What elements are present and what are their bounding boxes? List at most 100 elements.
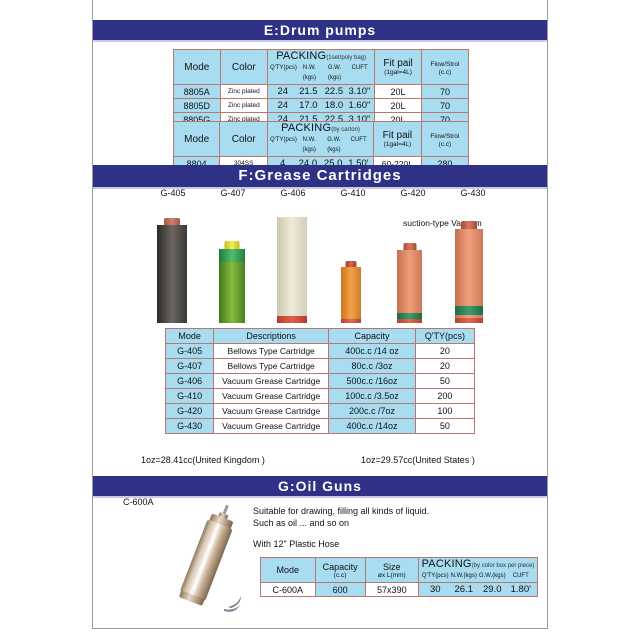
size-title: Size: [383, 561, 401, 572]
cartridge-body: [219, 262, 245, 323]
table-row: C-600A 600 57x390 30 26.1 29.0 1.80': [260, 582, 539, 597]
cell-mode: G-407: [164, 358, 215, 374]
cartridge-image-g430: [455, 221, 483, 323]
cell-gw: 18.0: [324, 100, 344, 111]
cell-color: Zinc plated: [219, 84, 269, 99]
col-packing: PACKING(by carton) Q'TY(pcs) N.W.(kgs) G…: [266, 121, 375, 157]
cell-mode: C-600A: [260, 582, 316, 597]
cell-color: Zinc plated: [219, 98, 269, 113]
table-header-row: Mode Descriptions Capacity Q'TY(pcs): [164, 328, 476, 344]
note-us-ounce: 1oz=29.57cc(United States ): [361, 455, 475, 465]
cell-fit-pail: 20L: [374, 98, 422, 113]
packing-title: PACKING: [281, 122, 332, 134]
fit-pail-title: Fit pail: [383, 58, 413, 69]
cell-capacity: 400c.c /14oz: [328, 418, 416, 434]
cartridge-cap: [461, 221, 477, 229]
table-row: 8805A Zinc plated 24 21.5 22.5 3.10" 20L…: [173, 84, 470, 99]
cartridge-shoulder: [219, 249, 245, 262]
col-mode: Mode: [173, 49, 221, 85]
cell-capacity: 100c.c /3.5oz: [328, 388, 416, 404]
cell-nw: 21.5: [299, 114, 318, 125]
capacity-note: (c.c): [333, 571, 347, 579]
cartridge-image-g406: [277, 217, 307, 323]
cell-qty: 30: [429, 584, 441, 595]
catalog-page: E:Drum pumps Mode Color PACKING(1set/pol…: [92, 0, 548, 629]
cartridge-base-band: [397, 319, 422, 323]
suction-type-vacuum-note: suction-type Vacuum: [403, 218, 482, 228]
col-fit-pail: Fit pail (1gal=4L): [373, 121, 422, 157]
cell-gw: 25.0: [323, 158, 343, 169]
cell-cuft: 3.10": [348, 114, 371, 125]
col-mode: Mode: [172, 121, 221, 157]
cell-nw: 24.0: [298, 158, 318, 169]
cell-cuft: 1.80': [510, 584, 531, 595]
cartridge-cap: [345, 261, 357, 267]
table-header-row: Mode Color PACKING(1set/poly bag) Q'TY(p…: [173, 49, 470, 85]
cartridge-image-g407: [219, 241, 245, 323]
cell-size: 57x390: [364, 582, 419, 597]
oil-gun-lever: [224, 605, 240, 612]
col-descriptions: Descriptions: [213, 328, 330, 344]
cell-qty: 20: [414, 343, 476, 359]
table-row: G-420 Vacuum Grease Cartridge 200c.c /7o…: [164, 403, 476, 419]
cell-flow: 70: [420, 84, 470, 99]
oil-gun-desc-line-2: Such as oil ... and so on: [253, 518, 350, 528]
cartridge-body: [397, 250, 422, 323]
cartridge-label-g410: G-410: [340, 188, 366, 198]
table-header-row: Mode Capacity (c.c) Size øx L(mm) PACKIN…: [260, 557, 539, 583]
subcol-cuft: CUFT: [512, 573, 529, 579]
cell-mode: G-410: [164, 388, 215, 404]
table-row: G-407 Bellows Type Cartridge 80c.c /3oz …: [164, 358, 476, 374]
drum-pumps-table-2: Mode Color PACKING(by carton) Q'TY(pcs) …: [172, 121, 470, 171]
table-row: G-410 Vacuum Grease Cartridge 100c.c /3.…: [164, 388, 476, 404]
cell-nw: 21.5: [299, 86, 318, 97]
subcol-gw: G.W.(kgs): [327, 65, 342, 81]
oil-gun-desc-line-1: Suitable for drawing, filling all kinds …: [253, 506, 430, 516]
packing-note: (1set/poly bag): [326, 55, 367, 61]
cell-qty: 50: [414, 373, 476, 389]
cartridge-label-g406: G-406: [280, 188, 306, 198]
cell-mode: G-405: [164, 343, 215, 359]
oil-gun-description: Suitable for drawing, filling all kinds …: [253, 505, 429, 550]
oil-gun-product-label: C-600A: [123, 497, 154, 507]
flow-title: Flow/Strol: [430, 133, 460, 140]
subcol-gw: G.W.(kgs): [327, 137, 341, 153]
cartridge-label-g407: G-407: [220, 188, 246, 198]
cell-nw: 26.1: [454, 584, 473, 595]
flow-title: Flow/Strol: [430, 61, 460, 68]
cartridge-body: [341, 267, 361, 323]
cell-qty: 20: [414, 358, 476, 374]
cartridge-base-band: [455, 318, 483, 323]
cartridge-base-band: [341, 319, 361, 323]
cell-qty: 100: [414, 403, 476, 419]
cell-gw: 22.5: [324, 86, 344, 97]
oil-gun-illustration-svg: [179, 504, 241, 612]
cell-capacity: 400c.c /14 oz: [328, 343, 416, 359]
oil-gun-image: [153, 500, 263, 620]
subcol-nw: N.W.(kgs): [302, 65, 317, 81]
oil-gun-desc-line-3: With 12" Plastic Hose: [253, 539, 340, 549]
cell-gw: 29.0: [483, 584, 502, 595]
section-banner-oil-guns: G:Oil Guns: [93, 476, 547, 498]
col-color: Color: [219, 121, 268, 157]
col-mode: Mode: [260, 557, 316, 583]
cartridge-cap: [403, 243, 416, 250]
col-packing: PACKING(1set/poly bag) Q'TY(pcs) N.W.(kg…: [267, 49, 376, 85]
cell-qty: 200: [414, 388, 476, 404]
cell-qty: 24: [277, 86, 289, 97]
col-color: Color: [219, 49, 269, 85]
packing-note: (by carton): [331, 127, 360, 133]
col-flow: Flow/Strol (c.c): [420, 49, 470, 85]
cartridge-label-g405: G-405: [160, 188, 186, 198]
cell-qty: 24: [277, 100, 289, 111]
table-header-row: Mode Color PACKING(by carton) Q'TY(pcs) …: [172, 121, 470, 157]
cartridge-base-band: [277, 316, 307, 323]
cell-capacity: 500c.c /16oz: [328, 373, 416, 389]
cell-mode: 8805D: [173, 98, 221, 113]
cell-description: Vacuum Grease Cartridge: [213, 403, 330, 419]
cell-cuft: 1.60": [348, 100, 371, 111]
cell-flow: 70: [420, 98, 470, 113]
packing-note: (by color box per piece): [471, 563, 535, 569]
cell-qty: 4: [279, 158, 286, 169]
fit-pail-note: (1gal=4L): [384, 69, 412, 76]
